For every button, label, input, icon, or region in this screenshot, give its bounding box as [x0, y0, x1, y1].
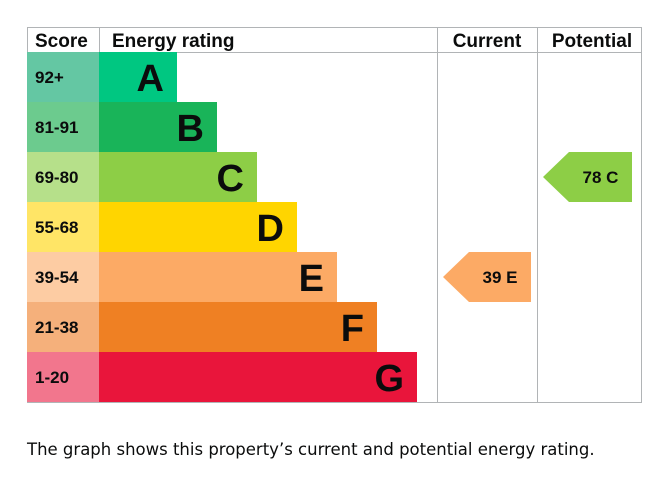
score-cell-b [27, 102, 99, 152]
epc-chart: Score Energy rating Current Potential 92… [27, 27, 642, 403]
score-label-b: 81-91 [35, 118, 78, 137]
score-cell-f [27, 302, 99, 352]
band-letter-a: A [137, 58, 164, 100]
score-label-f: 21-38 [35, 318, 78, 337]
band-bar-e [99, 252, 337, 302]
band-bar-a [99, 52, 177, 102]
score-cell-c [27, 152, 99, 202]
potential-rating-label: 78 C [583, 168, 619, 187]
band-letter-d: D [257, 208, 284, 250]
band-bar-g [99, 352, 417, 402]
band-bar-d [99, 202, 297, 252]
band-bar-b [99, 102, 217, 152]
score-cell-g [27, 352, 99, 402]
current-arrow [443, 252, 531, 302]
rating-bands: 92+ A 81-91 B 69-80 C 55-68 D 39-54 E 21-38 F 1-20 G [27, 52, 417, 402]
score-cell-d [27, 202, 99, 252]
score-label-e: 39-54 [35, 268, 79, 287]
band-bar-f [99, 302, 377, 352]
score-cell-e [27, 252, 99, 302]
chart-headers: Score Energy rating Current Potential [35, 31, 632, 52]
chart-caption: The graph shows this property’s current … [27, 440, 595, 459]
potential-arrow [543, 152, 632, 202]
rating-arrows: 39 E 78 C [443, 152, 632, 302]
band-letter-b: B [177, 108, 204, 150]
score-label-g: 1-20 [35, 368, 69, 387]
band-letter-e: E [299, 258, 324, 300]
band-letter-f: F [341, 308, 364, 350]
header-score: Score [35, 31, 88, 52]
score-cell-a [27, 52, 99, 102]
score-label-d: 55-68 [35, 218, 78, 237]
band-bar-c [99, 152, 257, 202]
header-energy-rating: Energy rating [112, 31, 234, 52]
header-potential: Potential [552, 31, 632, 52]
header-current: Current [453, 31, 522, 52]
score-label-a: 92+ [35, 68, 64, 87]
band-letter-g: G [374, 358, 404, 400]
band-letter-c: C [217, 158, 244, 200]
score-label-c: 69-80 [35, 168, 78, 187]
current-rating-label: 39 E [483, 268, 518, 287]
